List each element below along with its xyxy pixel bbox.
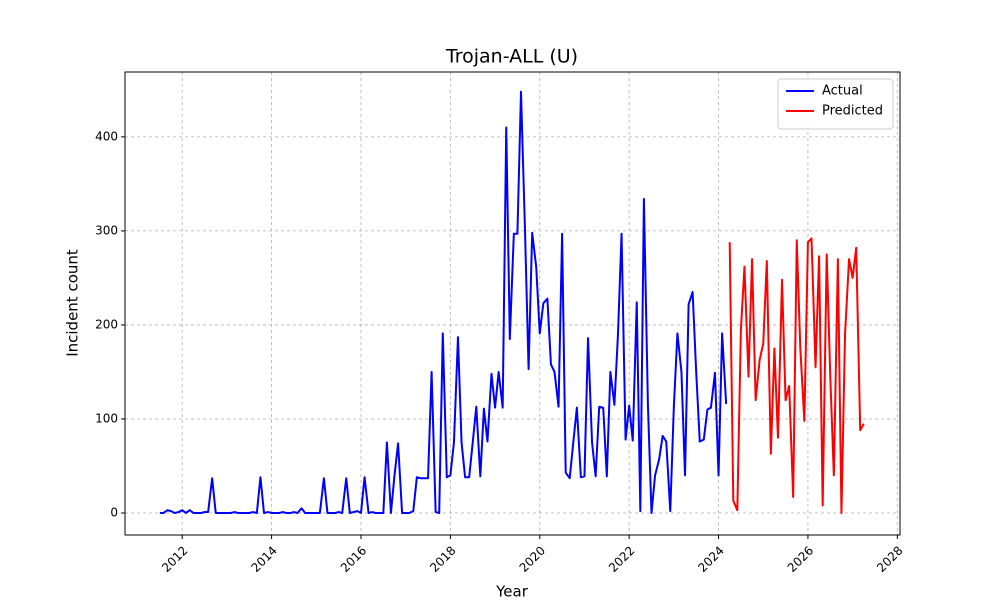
y-tick-label: 400 [95, 129, 118, 143]
y-tick-label: 100 [95, 411, 118, 425]
y-axis-label: Incident count [64, 249, 82, 357]
y-tick-label: 200 [95, 317, 118, 331]
y-tick-label: 300 [95, 223, 118, 237]
y-tick-label: 0 [110, 505, 118, 519]
x-axis-label: Year [495, 583, 529, 600]
legend-label: Predicted [822, 104, 883, 119]
legend: Actual Predicted [777, 78, 894, 130]
legend-label: Actual [822, 84, 863, 99]
chart-title: Trojan-ALL (U) [445, 46, 578, 68]
data-line [159, 90, 728, 514]
plot-frame [124, 71, 901, 536]
data-line [728, 237, 865, 514]
